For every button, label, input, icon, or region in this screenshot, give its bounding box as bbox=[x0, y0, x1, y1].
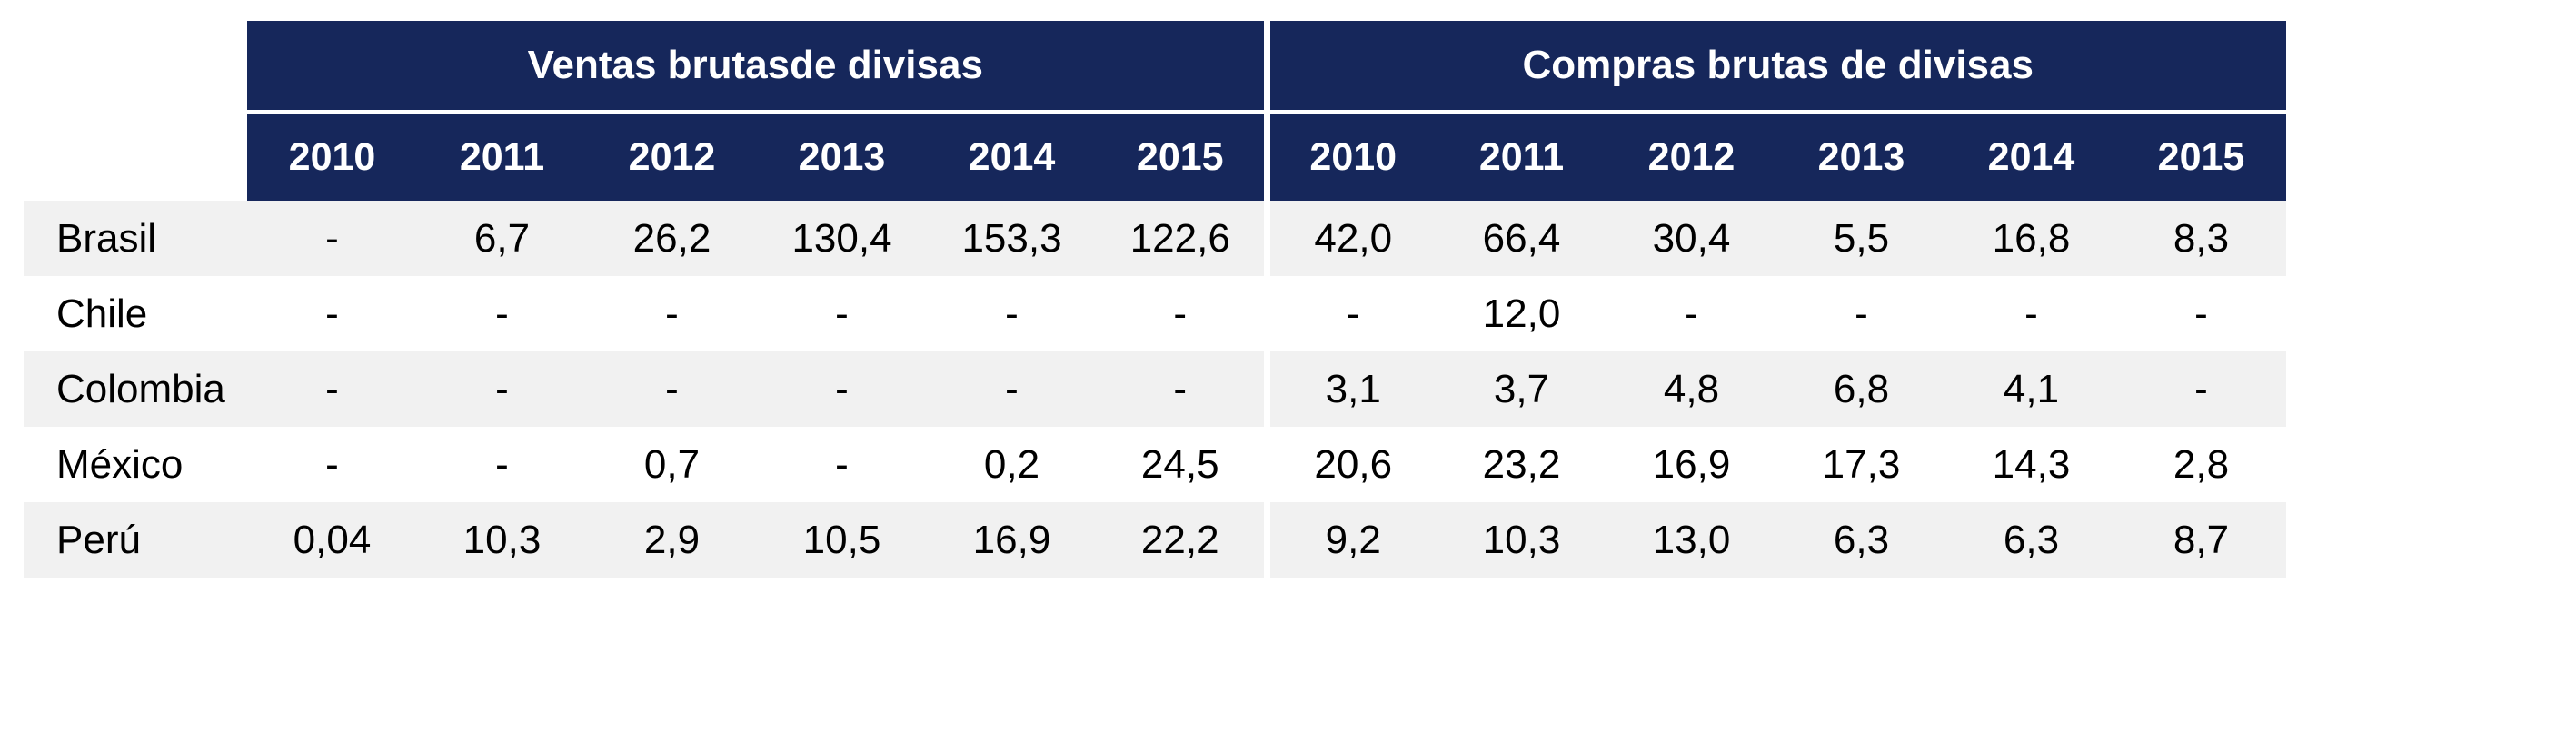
value-cell: 24,5 bbox=[1140, 441, 1219, 487]
year-header: 2014 bbox=[1946, 112, 2116, 201]
year-header: 2010 bbox=[247, 112, 417, 201]
country-cell: Perú bbox=[24, 502, 247, 578]
value-cell: - bbox=[2194, 291, 2208, 336]
country-cell: Brasil bbox=[24, 201, 247, 276]
year-header: 2011 bbox=[1437, 112, 1606, 201]
value-cell: 8,3 bbox=[2116, 201, 2286, 276]
value-cell: 6,7 bbox=[417, 201, 587, 276]
value-cell: 130,4 bbox=[757, 201, 927, 276]
table-row-mexico: México - - 0,7 - 0,2 24,5 20,6 23,2 16,9… bbox=[24, 427, 2286, 502]
value-cell: - bbox=[665, 291, 679, 336]
year-header: 2013 bbox=[1776, 112, 1946, 201]
data-table: Ventas brutasde divisas Compras brutas d… bbox=[24, 21, 2286, 578]
country-cell: México bbox=[56, 441, 184, 487]
year-header: 2012 bbox=[1606, 112, 1776, 201]
value-cell: 17,3 bbox=[1822, 441, 1901, 487]
value-cell: 3,7 bbox=[1437, 351, 1606, 427]
value-cell: - bbox=[325, 441, 339, 487]
value-cell: - bbox=[2116, 351, 2286, 427]
group-title-compras: Compras brutas de divisas bbox=[1263, 21, 2286, 114]
value-cell: 0,7 bbox=[643, 441, 701, 487]
year-header: 2015 bbox=[1097, 112, 1267, 201]
value-cell: 10,3 bbox=[417, 502, 587, 578]
year-header: 2011 bbox=[417, 112, 587, 201]
value-cell: - bbox=[1173, 291, 1188, 336]
year-header: 2013 bbox=[757, 112, 927, 201]
table-row-chile: Chile - - - - - - - 12,0 - - - - bbox=[24, 276, 2286, 351]
value-cell: 23,2 bbox=[1482, 441, 1561, 487]
value-cell: 9,2 bbox=[1263, 502, 1437, 578]
value-cell: 5,5 bbox=[1776, 201, 1946, 276]
value-cell: 6,8 bbox=[1776, 351, 1946, 427]
value-cell: 122,6 bbox=[1097, 201, 1267, 276]
value-cell: 66,4 bbox=[1437, 201, 1606, 276]
year-header: 2010 bbox=[1263, 112, 1437, 201]
value-cell: - bbox=[247, 351, 417, 427]
value-cell: - bbox=[587, 351, 757, 427]
value-cell: 0,2 bbox=[983, 441, 1040, 487]
value-cell: 14,3 bbox=[1992, 441, 2071, 487]
value-cell: 16,9 bbox=[1652, 441, 1731, 487]
value-cell: - bbox=[2024, 291, 2038, 336]
value-cell: 10,5 bbox=[757, 502, 927, 578]
year-header-row: 2010 2011 2012 2013 2014 2015 2010 2011 … bbox=[24, 112, 2286, 202]
value-cell: - bbox=[835, 441, 849, 487]
value-cell: 30,4 bbox=[1606, 201, 1776, 276]
table-row-peru: Perú 0,04 10,3 2,9 10,5 16,9 22,2 9,2 10… bbox=[24, 502, 2286, 578]
value-cell: 3,1 bbox=[1263, 351, 1437, 427]
value-cell: 13,0 bbox=[1606, 502, 1776, 578]
value-cell: 6,3 bbox=[1946, 502, 2116, 578]
value-cell: - bbox=[325, 291, 339, 336]
value-cell: 4,8 bbox=[1606, 351, 1776, 427]
value-cell: - bbox=[417, 351, 587, 427]
value-cell: - bbox=[495, 291, 509, 336]
table-row-colombia: Colombia - - - - - - 3,1 3,7 4,8 6,8 4,1… bbox=[24, 351, 2286, 427]
group-title-ventas: Ventas brutasde divisas bbox=[247, 21, 1267, 114]
group-header-row: Ventas brutasde divisas Compras brutas d… bbox=[24, 21, 2286, 114]
year-header: 2014 bbox=[927, 112, 1097, 201]
value-cell: 16,9 bbox=[927, 502, 1097, 578]
value-cell: - bbox=[757, 351, 927, 427]
value-cell: 12,0 bbox=[1482, 291, 1561, 336]
value-cell: - bbox=[247, 201, 417, 276]
table-row-brasil: Brasil - 6,7 26,2 130,4 153,3 122,6 42,0… bbox=[24, 201, 2286, 276]
value-cell: 153,3 bbox=[927, 201, 1097, 276]
year-header: 2012 bbox=[587, 112, 757, 201]
value-cell: 2,9 bbox=[587, 502, 757, 578]
value-cell: 20,6 bbox=[1263, 427, 1437, 502]
value-cell: - bbox=[1097, 351, 1267, 427]
value-cell: 26,2 bbox=[587, 201, 757, 276]
country-cell: Colombia bbox=[24, 351, 247, 427]
country-cell: Chile bbox=[56, 291, 148, 336]
value-cell: 0,04 bbox=[247, 502, 417, 578]
corner-cell bbox=[24, 21, 247, 113]
value-cell: - bbox=[1685, 291, 1698, 336]
value-cell: - bbox=[835, 291, 849, 336]
value-cell: 16,8 bbox=[1946, 201, 2116, 276]
value-cell: 2,8 bbox=[2173, 441, 2230, 487]
value-cell: 4,1 bbox=[1946, 351, 2116, 427]
corner-cell bbox=[24, 113, 247, 202]
year-header: 2015 bbox=[2116, 112, 2286, 201]
value-cell: - bbox=[927, 351, 1097, 427]
value-cell: 42,0 bbox=[1263, 201, 1437, 276]
fx-operations-table: Ventas brutasde divisas Compras brutas d… bbox=[24, 21, 2286, 578]
value-cell: 6,3 bbox=[1776, 502, 1946, 578]
value-cell: - bbox=[1263, 276, 1437, 351]
value-cell: 10,3 bbox=[1437, 502, 1606, 578]
value-cell: - bbox=[495, 441, 509, 487]
value-cell: 22,2 bbox=[1097, 502, 1267, 578]
value-cell: - bbox=[1005, 291, 1019, 336]
value-cell: - bbox=[1855, 291, 1868, 336]
value-cell: 8,7 bbox=[2116, 502, 2286, 578]
